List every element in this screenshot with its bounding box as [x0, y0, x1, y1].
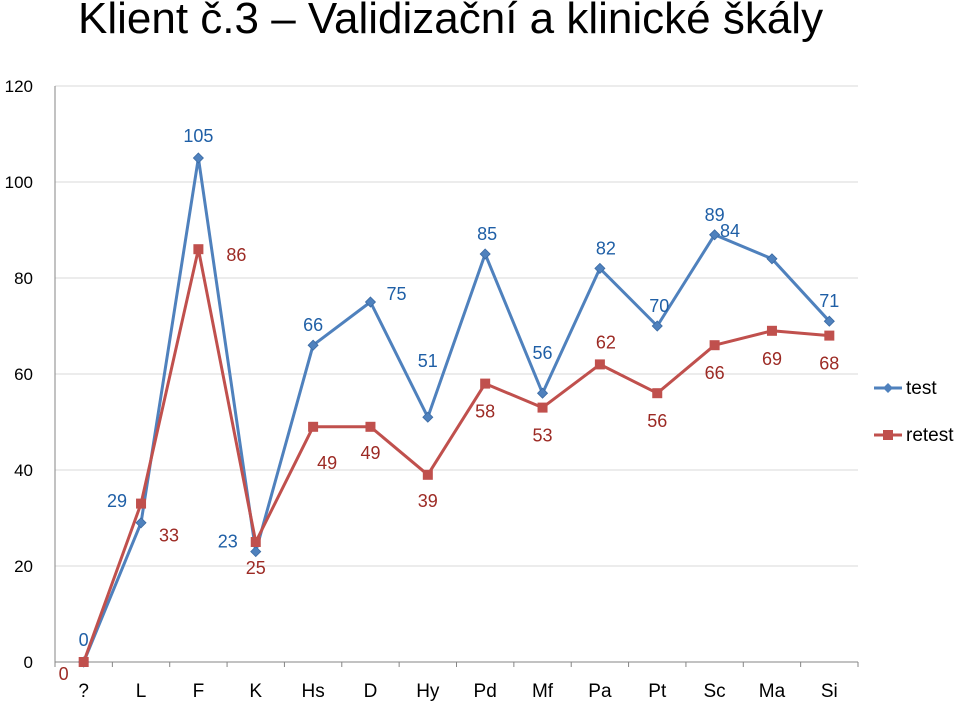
data-point-test-Hs	[307, 339, 319, 351]
data-point-retest-Pt	[652, 388, 663, 399]
data-point-retest-Ma	[766, 325, 777, 336]
data-label-test-Pt: 70	[649, 296, 669, 316]
data-label-test-Si: 71	[819, 291, 839, 311]
data-point-retest-Mf	[537, 402, 548, 413]
data-point-retest-F	[193, 244, 204, 255]
data-label-test-L: 29	[107, 491, 127, 511]
series-line-retest	[82, 247, 830, 663]
data-point-test-Sc	[709, 229, 721, 241]
data-point-test-L	[135, 517, 147, 529]
y-tick-label: 60	[14, 365, 33, 384]
data-label-retest-Si: 68	[819, 354, 839, 374]
x-tick-label: Mf	[532, 681, 554, 702]
data-label-retest-Hs: 49	[317, 453, 337, 473]
series-line-test	[82, 156, 831, 663]
data-point-retest-Sc	[709, 340, 720, 351]
x-tick-label: K	[249, 681, 262, 702]
data-label-test-Mf: 56	[533, 343, 553, 363]
data-label-retest-Pt: 56	[647, 411, 667, 431]
x-tick-label: Hy	[416, 681, 440, 702]
data-label-test-Hs: 66	[303, 315, 323, 335]
legend-marker-test	[883, 383, 893, 393]
data-point-test-Pa	[594, 262, 606, 274]
legend-label-test: test	[906, 378, 937, 399]
data-point-retest-Hs	[308, 421, 319, 432]
y-tick-label: 80	[14, 269, 33, 288]
data-point-test-Si	[823, 315, 835, 327]
x-tick-label: Hs	[301, 681, 324, 702]
data-label-test-Hy: 51	[418, 351, 438, 371]
y-tick-label: 0	[24, 653, 33, 672]
data-label-retest-Pa: 62	[596, 332, 616, 352]
data-point-test-D	[364, 296, 377, 308]
x-tick-label: Pd	[474, 681, 497, 702]
x-tick-label: Ma	[759, 681, 786, 702]
data-point-retest-Si	[824, 330, 835, 341]
data-point-test-K	[250, 546, 262, 558]
data-point-retest-?	[78, 657, 89, 667]
x-tick-label: Sc	[704, 681, 726, 702]
x-tick-label: L	[136, 681, 147, 702]
data-point-test-Mf	[536, 387, 549, 399]
data-label-test-Ma: 84	[720, 221, 740, 241]
data-label-test-?: 0	[79, 630, 89, 650]
data-point-test-Hy	[422, 411, 434, 423]
x-tick-label: Pt	[648, 681, 667, 702]
data-point-retest-L	[136, 498, 147, 509]
data-label-retest-F: 86	[226, 245, 246, 265]
data-point-retest-Pd	[480, 378, 491, 389]
data-label-retest-?: 0	[59, 664, 69, 684]
chart-title: Klient č.3 – Validizační a klinické škál…	[78, 0, 824, 43]
data-label-retest-D: 49	[360, 443, 380, 463]
y-tick-label: 40	[14, 461, 33, 480]
data-label-test-Sc: 89	[705, 205, 725, 225]
data-label-retest-K: 25	[246, 558, 266, 578]
x-tick-label: D	[364, 681, 378, 702]
data-label-retest-Sc: 66	[705, 363, 725, 383]
data-label-test-Pa: 82	[596, 238, 616, 258]
data-label-retest-L: 33	[159, 526, 179, 546]
data-point-test-Pd	[479, 248, 491, 260]
data-point-retest-Pa	[594, 359, 605, 370]
data-label-retest-Hy: 39	[418, 491, 438, 511]
data-label-retest-Ma: 69	[762, 349, 782, 369]
x-tick-label: F	[193, 681, 205, 702]
x-tick-label: Si	[821, 681, 838, 702]
data-label-test-Pd: 85	[477, 224, 497, 244]
data-point-test-Pt	[651, 320, 663, 332]
data-label-retest-Pd: 58	[475, 402, 495, 422]
data-point-test-Ma	[766, 253, 778, 265]
data-point-retest-Hy	[422, 469, 433, 480]
data-label-test-F: 105	[183, 126, 213, 146]
x-tick-label: ?	[78, 681, 89, 702]
y-tick-label: 20	[14, 557, 33, 576]
legend-label-retest: retest	[906, 425, 954, 446]
data-point-retest-D	[365, 421, 376, 432]
y-tick-label: 100	[5, 173, 33, 192]
data-label-test-K: 23	[218, 532, 238, 552]
x-tick-label: Pa	[588, 681, 612, 702]
y-tick-label: 120	[5, 77, 33, 96]
data-label-test-D: 75	[386, 284, 406, 304]
data-label-retest-Mf: 53	[533, 426, 553, 446]
data-point-test-F	[192, 152, 204, 164]
data-point-retest-K	[250, 537, 261, 547]
legend-marker-retest	[883, 430, 893, 440]
